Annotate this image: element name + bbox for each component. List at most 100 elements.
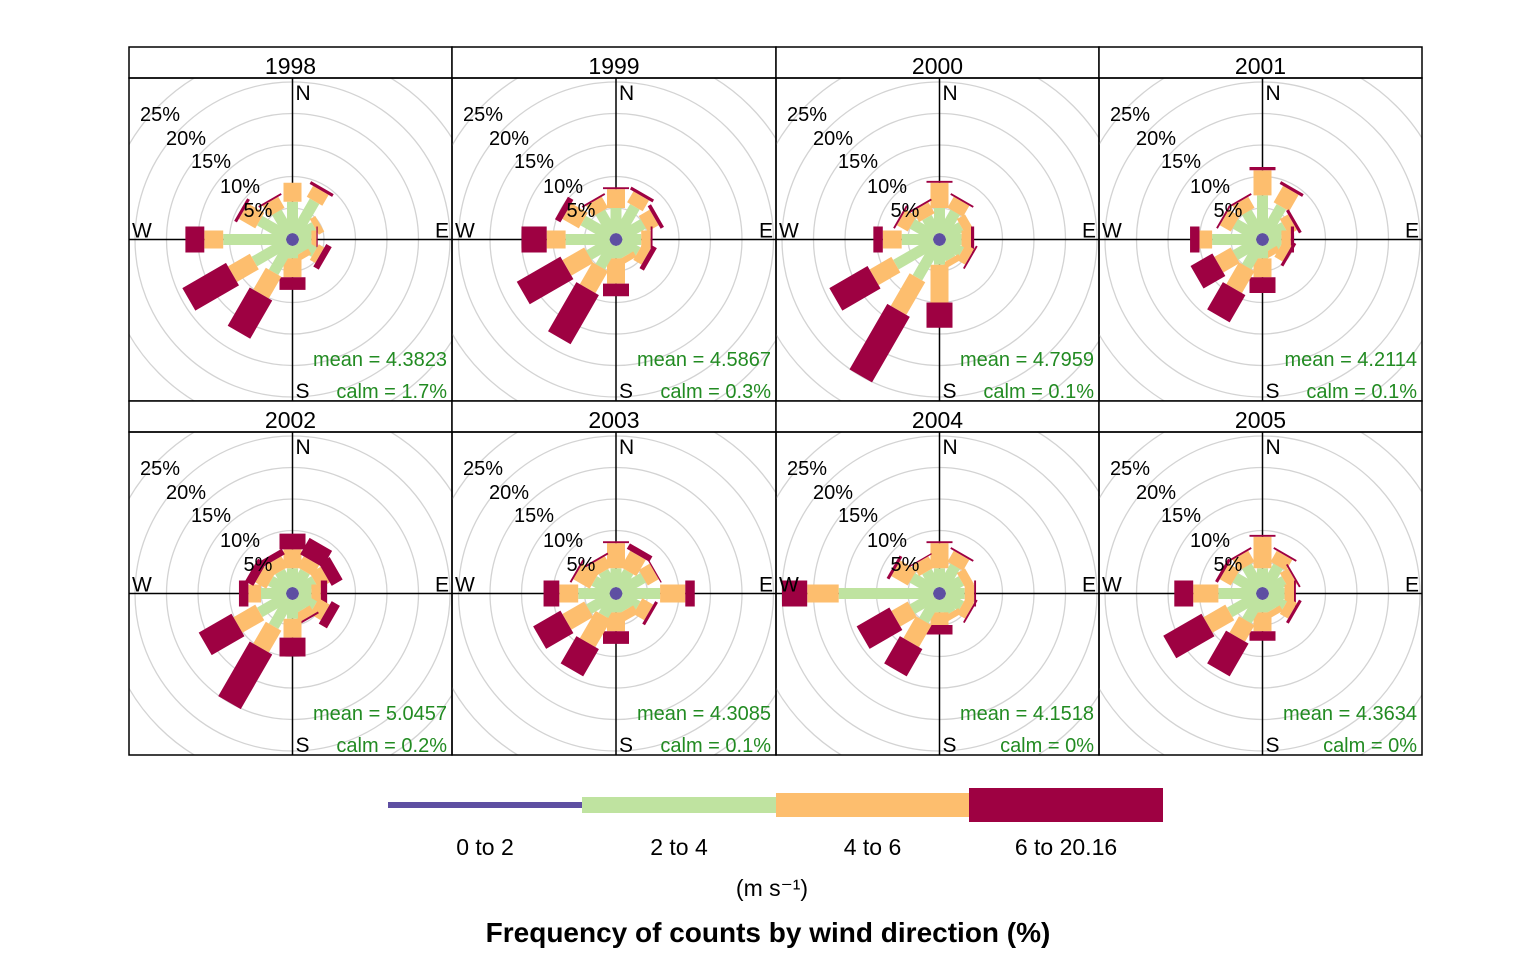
bar-2-to-4-dir-330 [922, 568, 942, 591]
bar-4-to-6-dir-300 [573, 563, 599, 589]
panel-year: 1999 [588, 53, 639, 79]
bar-2-to-4-dir-330 [1241, 563, 1265, 591]
legend-label: 0 to 2 [456, 834, 514, 860]
bar-4-to-6-dir-300 [891, 560, 917, 586]
bar-2-to-4-dir-330 [1241, 209, 1265, 237]
compass-label-S: S [296, 734, 310, 757]
ring-label: 5% [1214, 200, 1243, 222]
ring-label: 10% [220, 530, 260, 552]
bar-4-to-6-dir-330 [912, 556, 935, 577]
compass-label-S: S [619, 380, 633, 403]
panel-year: 2001 [1235, 53, 1286, 79]
bar-4-to-6-dir-60 [638, 563, 659, 586]
panel-year: 1998 [265, 53, 316, 79]
legend-swatch-2-to-4 [582, 797, 776, 813]
compass-label-W: W [779, 220, 799, 243]
bar-6-to-20.16-dir-240 [198, 613, 245, 656]
ring-label: 20% [489, 128, 529, 150]
ring-label: 25% [463, 104, 503, 126]
bar-2-to-4-dir-210 [268, 596, 295, 629]
bar-4-to-6-dir-330 [262, 196, 285, 217]
bar-4-to-6-dir-150 [617, 605, 638, 623]
bar-4-to-6-dir-30 [947, 196, 970, 217]
legend-units: (m s⁻¹) [736, 875, 808, 901]
bar-6-to-20.16-dir-300 [569, 559, 585, 583]
bar-6-to-20.16-dir-300 [1215, 558, 1231, 583]
bar-0-to-2-dir-330 [1258, 233, 1264, 241]
bar-6-to-20.16-dir-330 [908, 553, 932, 568]
bar-2-to-4-dir-210 [268, 242, 295, 275]
bar-6-to-20.16-dir-300 [234, 198, 250, 223]
compass-label-W: W [455, 220, 475, 243]
legend-label: 6 to 20.16 [1015, 834, 1117, 860]
bar-4-to-6-dir-60 [638, 209, 659, 232]
ring-label: 25% [787, 458, 827, 480]
bar-4-to-6-dir-210 [253, 621, 282, 653]
bar-2-to-4-dir-30 [1260, 204, 1287, 237]
bar-4-to-6-dir-30 [297, 556, 320, 577]
bar-4-to-6-dir-60 [1279, 214, 1298, 235]
bar-2-to-4-dir-240 [1227, 591, 1260, 618]
bar-4-to-6-dir-240 [1214, 247, 1240, 273]
bar-4-to-6-dir-120 [633, 598, 654, 621]
bar-4-to-6-dir-60 [309, 566, 330, 589]
bar-6-to-20.16-dir-120 [318, 601, 340, 629]
bar-4-to-6-dir-330 [1232, 196, 1255, 217]
bar-2-to-4-dir-330 [275, 568, 295, 591]
bar-6-to-20.16-dir-120 [1286, 599, 1302, 624]
bar-2-to-4-dir-240 [251, 237, 290, 267]
bar-6-to-20.16-dir-210 [1207, 282, 1246, 323]
bar-6-to-20.16-dir-60 [1286, 563, 1301, 588]
bar-2-to-4-dir-30 [290, 198, 320, 237]
bar-6-to-20.16-dir-60 [1286, 209, 1302, 234]
bar-6-to-20.16-dir-30 [1273, 547, 1297, 562]
bar-4-to-6-dir-210 [253, 267, 282, 299]
bar-6-to-20.16-dir-240 [516, 256, 574, 305]
bar-4-to-6-dir-150 [1264, 605, 1283, 620]
bar-0-to-2-dir-330 [935, 587, 941, 595]
bar-4-to-6-dir-30 [1270, 550, 1293, 571]
bar-0-to-2-dir-330 [288, 587, 294, 595]
bar-6-to-20.16-dir-330 [1228, 547, 1252, 562]
bar-4-to-6-dir-210 [1226, 262, 1255, 294]
bar-4-to-6-dir-60 [1279, 568, 1298, 589]
ring-label: 15% [1161, 505, 1201, 527]
bar-6-to-20.16-dir-120 [642, 601, 658, 626]
ring-label: 15% [1161, 151, 1201, 173]
ring-label: 25% [140, 104, 180, 126]
ring-label: 15% [191, 151, 231, 173]
ring-label: 10% [1190, 530, 1230, 552]
panel-strip [1098, 400, 1423, 433]
bar-6-to-20.16-dir-300 [893, 205, 908, 229]
compass-label-S: S [296, 380, 310, 403]
calm-label: calm = 0.1% [660, 735, 771, 757]
calm-label: calm = 0.3% [660, 381, 771, 403]
panel-year: 2000 [912, 53, 963, 79]
legend-swatch-0-to-2 [388, 802, 582, 808]
bar-4-to-6-dir-150 [292, 248, 312, 264]
bar-6-to-20.16-dir-240 [829, 266, 881, 311]
ring-label: 10% [867, 530, 907, 552]
mean-label: mean = 4.7959 [960, 349, 1094, 371]
bar-6-to-20.16-dir-300 [245, 558, 267, 586]
bar-4-to-6-dir-300 [1219, 209, 1240, 232]
compass-label-W: W [1102, 574, 1122, 597]
bar-6-to-20.16-dir-300 [554, 196, 574, 223]
bar-4-to-6-dir-120 [1274, 241, 1292, 262]
mean-label: mean = 5.0457 [313, 703, 447, 725]
bar-4-to-6-dir-300 [896, 209, 917, 232]
chart-title: Frequency of counts by wind direction (%… [486, 917, 1051, 948]
legend-swatch-6-to-20.16 [969, 788, 1163, 822]
mean-label: mean = 4.3634 [1283, 703, 1417, 725]
bar-4-to-6-dir-330 [912, 202, 935, 223]
ring-label: 15% [191, 505, 231, 527]
compass-label-E: E [759, 574, 773, 597]
ring-label: 15% [514, 505, 554, 527]
bar-6-to-20.16-dir-240 [533, 610, 574, 649]
compass-label-N: N [296, 82, 311, 105]
ring-label: 5% [567, 554, 596, 576]
compass-label-E: E [1405, 574, 1419, 597]
